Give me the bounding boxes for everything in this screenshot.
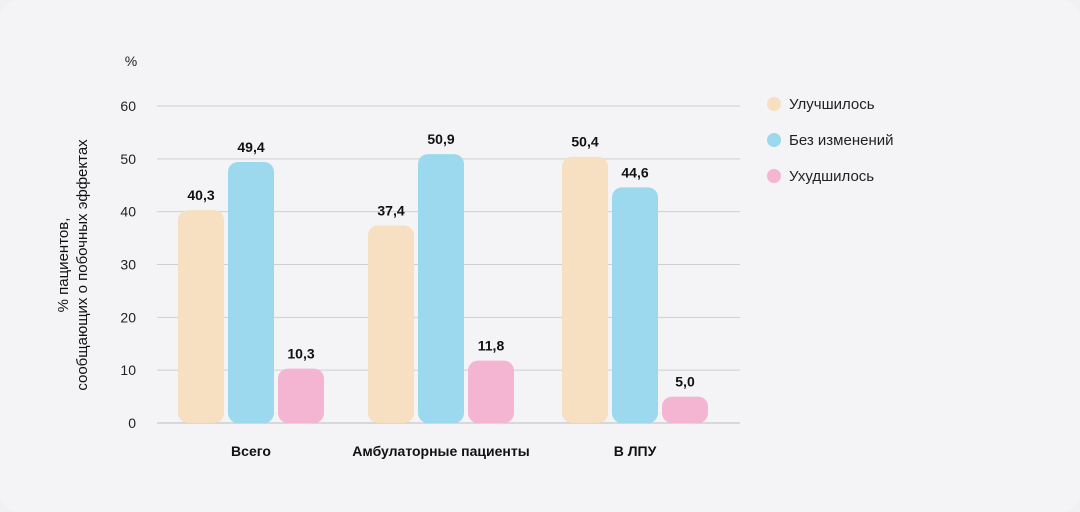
y-unit-label: % [125, 53, 137, 69]
data-label: 5,0 [675, 374, 695, 390]
legend-swatch [767, 169, 781, 183]
data-label: 10,3 [287, 346, 314, 362]
bar [468, 360, 514, 423]
data-label: 37,4 [377, 202, 404, 218]
y-tick-label: 50 [120, 151, 136, 167]
bar [612, 187, 658, 423]
x-tick-label: В ЛПУ [614, 443, 657, 459]
bar [368, 225, 414, 423]
data-label: 40,3 [187, 187, 214, 203]
y-axis-title-line: сообщающих о побочных эффектах [74, 139, 91, 391]
legend-label: Ухудшилось [789, 168, 874, 185]
legend-label: Улучшилось [789, 96, 875, 113]
y-axis-title-line: % пациентов, [55, 218, 72, 313]
bar [228, 162, 274, 423]
data-label: 50,9 [427, 131, 454, 147]
y-tick-label: 60 [120, 98, 136, 114]
bar [662, 396, 708, 423]
y-tick-label: 30 [120, 257, 136, 273]
legend-label: Без изменений [789, 132, 893, 149]
x-tick-label: Всего [231, 443, 271, 459]
y-tick-label: 10 [120, 362, 136, 378]
bar [178, 210, 224, 423]
bar [278, 368, 324, 423]
legend-swatch [767, 133, 781, 147]
y-tick-label: 20 [120, 309, 136, 325]
data-label: 50,4 [571, 134, 598, 150]
y-tick-label: 0 [128, 415, 136, 431]
data-label: 44,6 [621, 164, 648, 180]
data-label: 49,4 [237, 139, 264, 155]
y-tick-label: 40 [120, 204, 136, 220]
data-label: 11,8 [478, 338, 505, 354]
legend-swatch [767, 97, 781, 111]
bar [418, 154, 464, 423]
bar [562, 156, 608, 423]
y-axis-title: % пациентов, сообщающих о побочных эффект… [55, 139, 91, 391]
x-tick-label: Амбулаторные пациенты [352, 443, 529, 459]
